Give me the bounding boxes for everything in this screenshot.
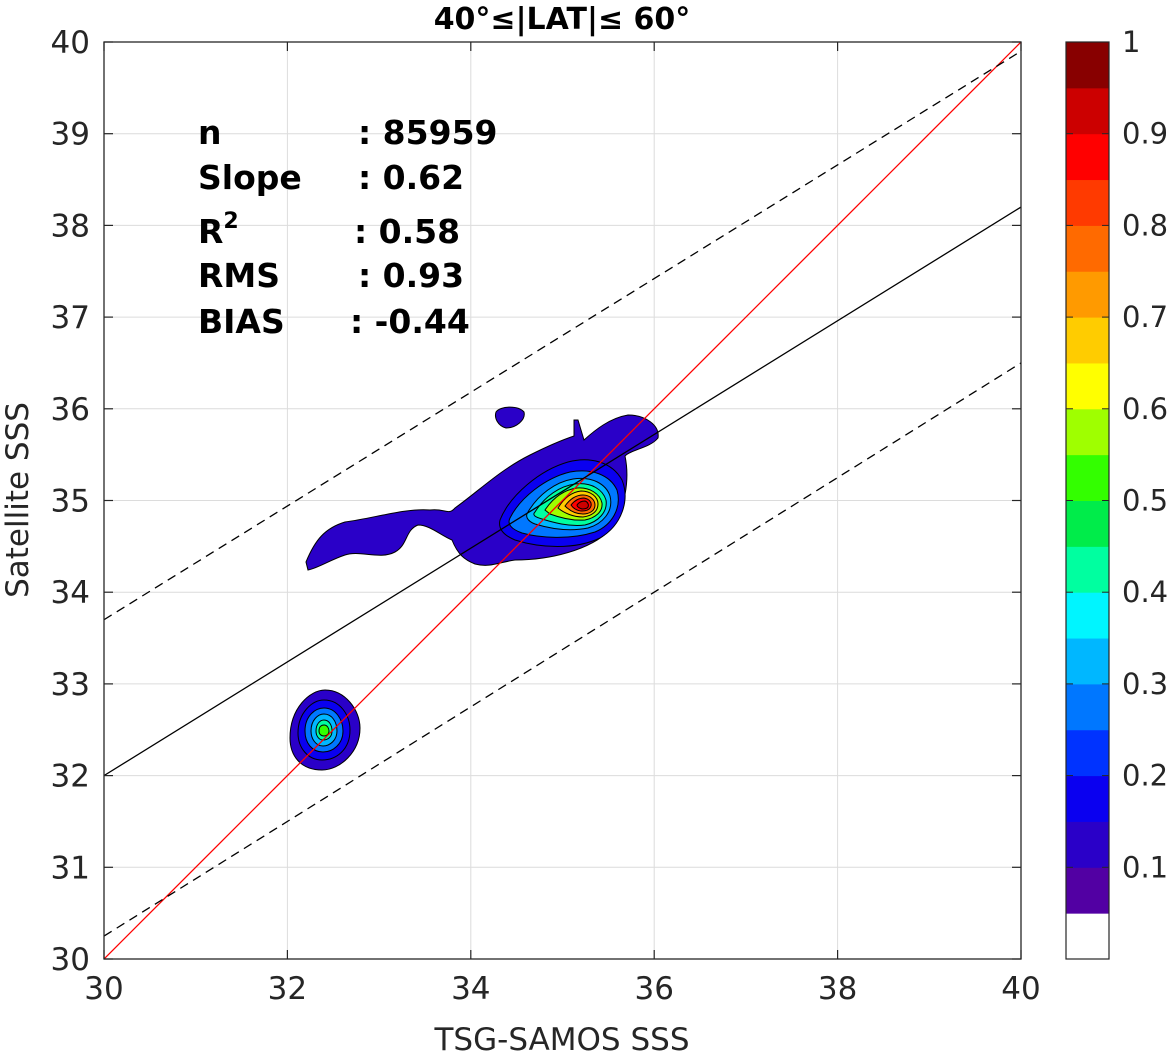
colorbar-tick-label: 0.7: [1122, 300, 1168, 334]
stat-bias-value: : -0.44: [350, 302, 470, 341]
colorbar: [1065, 41, 1110, 960]
colorbar-segment: [1066, 87, 1109, 135]
colorbar-tick-label: 0.1: [1122, 850, 1168, 884]
stat-r2-letter: R: [198, 212, 223, 251]
y-tick-labels: 30 31 32 33 34 35 36 37 38 39 40: [51, 25, 90, 978]
colorbar-segment: [1066, 408, 1109, 456]
stat-n-value: : 85959: [358, 113, 498, 152]
y-tick-label: 31: [51, 850, 90, 886]
colorbar-tick-label: 1: [1122, 25, 1140, 59]
reference-lines: [104, 42, 1021, 959]
y-tick-label: 37: [51, 300, 90, 336]
contour-level-0.1-isle: [495, 406, 525, 429]
colorbar-segment: [1066, 592, 1109, 639]
stat-bias-label: BIAS: [198, 302, 285, 341]
x-tick-label: 32: [268, 971, 307, 1007]
colorbar-segment: [1066, 179, 1109, 226]
plot-area: [103, 41, 1022, 960]
colorbar-segment: [1066, 913, 1109, 960]
y-tick-label: 32: [51, 759, 90, 795]
regression-line: [104, 206, 1021, 777]
y-tick-label: 30: [51, 942, 90, 978]
y-tick-label: 35: [51, 484, 90, 520]
one-to-one-line: [104, 42, 1021, 959]
y-tick-label: 34: [51, 575, 90, 611]
colorbar-segment: [1066, 775, 1109, 822]
x-tick-labels: 30 32 34 36 38 40: [84, 971, 1040, 1007]
y-tick-label: 33: [51, 667, 90, 703]
x-tick-label: 34: [451, 971, 490, 1007]
stats-box: n : 85959 Slope : 0.62 R2 : 0.58 RMS : 0…: [198, 113, 498, 341]
colorbar-tick-labels: 0.1 0.2 0.3 0.4 0.5 0.6 0.7 0.8 0.9 1: [1122, 25, 1168, 884]
x-axis-label: TSG-SAMOS SSS: [434, 1022, 690, 1055]
colorbar-tick-label: 0.8: [1122, 208, 1168, 242]
y-tick-label: 38: [51, 208, 90, 244]
y-tick-label: 40: [51, 25, 90, 61]
colorbar-segment: [1066, 317, 1109, 364]
colorbar-tick-label: 0.4: [1122, 575, 1168, 609]
colorbar-segment: [1066, 454, 1109, 501]
x-tick-label: 30: [84, 971, 123, 1007]
colorbar-segment: [1066, 42, 1109, 89]
stat-rms-value: : 0.93: [358, 256, 464, 295]
colorbar-segment: [1066, 500, 1109, 547]
lower-bound-line: [104, 362, 1021, 937]
stat-n-label: n: [198, 113, 222, 152]
axis-ticks: [103, 41, 1022, 960]
stat-slope-label: Slope: [198, 158, 302, 197]
colorbar-tick-label: 0.9: [1122, 117, 1168, 151]
density-contours: [289, 406, 659, 771]
stat-r2-value: : 0.58: [354, 212, 460, 251]
colorbar-segment: [1066, 271, 1109, 318]
colorbar-segment: [1066, 546, 1109, 593]
chart-title: 40°≤|LAT|≤ 60°: [434, 2, 691, 37]
stat-rms-label: RMS: [198, 256, 280, 295]
y-axis-label: Satellite SSS: [0, 402, 36, 598]
colorbar-segment: [1066, 362, 1109, 410]
colorbar-segment: [1066, 225, 1109, 272]
colorbar-segment: [1066, 821, 1109, 868]
x-tick-label: 38: [818, 971, 857, 1007]
colorbar-tick-label: 0.3: [1122, 667, 1168, 701]
colorbar-segment: [1066, 729, 1109, 777]
y-tick-label: 39: [51, 117, 90, 153]
colorbar-segment: [1066, 638, 1109, 685]
x-tick-label: 40: [1001, 971, 1040, 1007]
y-tick-label: 36: [51, 392, 90, 428]
colorbar-tick-label: 0.5: [1122, 484, 1168, 518]
x-tick-label: 36: [634, 971, 673, 1007]
stat-r2-superscript: 2: [223, 209, 238, 234]
contour-level-0.95: [576, 500, 589, 510]
colorbar-segment: [1066, 133, 1109, 181]
stat-r2-label: R2: [198, 209, 239, 251]
colorbar-tick-label: 0.6: [1122, 392, 1168, 426]
colorbar-segment: [1066, 867, 1109, 914]
colorbar-tick-label: 0.2: [1122, 759, 1168, 793]
stat-slope-value: : 0.62: [358, 158, 464, 197]
colorbar-segment: [1066, 683, 1109, 731]
contour-small-level-0.5: [318, 724, 330, 737]
